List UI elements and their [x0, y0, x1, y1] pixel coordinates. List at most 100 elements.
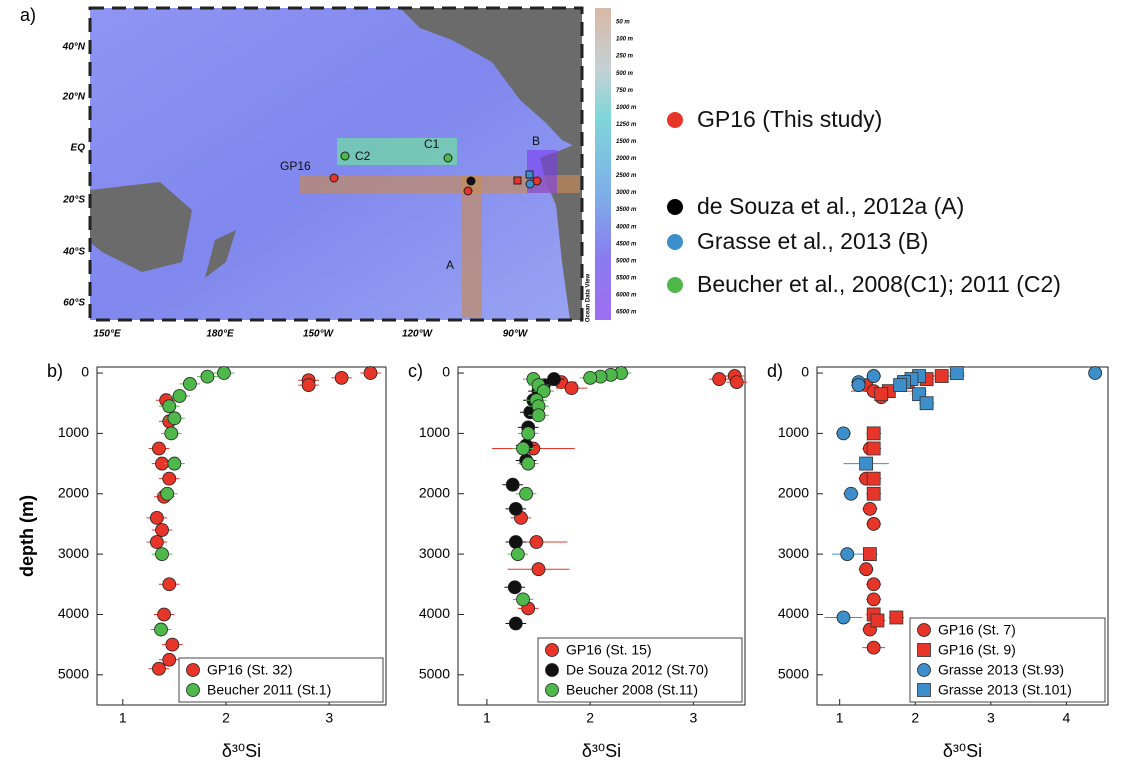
colorbar-label: 4000 m — [615, 224, 637, 230]
colorbar-label: 5000 m — [616, 258, 637, 264]
colorbar-label: 1250 m — [616, 122, 637, 128]
credit: Ocean Data View — [586, 274, 592, 323]
data-point — [867, 487, 880, 500]
data-point — [530, 536, 543, 549]
colorbar — [595, 8, 611, 320]
x-tick-label: 1 — [483, 710, 491, 726]
data-point — [173, 389, 186, 402]
y-tick-label: 1000 — [58, 424, 89, 440]
colorbar-label: 6500 m — [616, 310, 637, 316]
data-point — [161, 487, 174, 500]
x-tick-label: 1 — [119, 710, 127, 726]
y-tick-label: 2000 — [58, 484, 89, 500]
data-point — [841, 548, 854, 561]
y-tick-label: 4000 — [58, 605, 89, 621]
data-point — [509, 536, 522, 549]
station — [330, 174, 338, 182]
y-tick-label: 4000 — [778, 605, 809, 621]
data-point — [152, 442, 165, 455]
x-tick-label: 2 — [586, 710, 594, 726]
data-point — [867, 517, 880, 530]
x-axis-title: δ³⁰Si — [222, 741, 261, 761]
data-point — [508, 581, 521, 594]
legend-label: de Souza et al., 2012a (A) — [697, 193, 964, 219]
data-point — [168, 412, 181, 425]
data-point — [867, 578, 880, 591]
data-point — [158, 608, 171, 621]
colorbar-label: 1000 m — [616, 105, 637, 111]
data-point — [860, 457, 873, 470]
legend-marker — [918, 624, 931, 637]
colorbar-label: 750 m — [616, 88, 634, 94]
data-point — [867, 472, 880, 485]
y-tick-label: 0 — [801, 364, 809, 380]
data-point — [713, 373, 726, 386]
colorbar-label: 3500 m — [616, 207, 637, 213]
legend-label: GP16 (St. 32) — [207, 662, 293, 678]
x-tick-label: 3 — [689, 710, 697, 726]
panel-label: b) — [47, 361, 63, 381]
legend-marker — [546, 664, 559, 677]
data-point — [163, 578, 176, 591]
lon-label: 180°E — [206, 329, 234, 340]
station — [467, 177, 476, 186]
x-tick-label: 2 — [911, 710, 919, 726]
colorbar-label: 100 m — [616, 37, 634, 43]
data-point — [201, 370, 214, 383]
data-point — [894, 379, 907, 392]
data-point — [863, 502, 876, 515]
y-tick-label: 5000 — [778, 666, 809, 682]
y-tick-label: 1000 — [419, 424, 450, 440]
data-point — [845, 487, 858, 500]
legend-label: GP16 (St. 15) — [566, 642, 652, 658]
data-point — [217, 367, 230, 380]
lat-label: 20°S — [62, 195, 85, 206]
legend-label: GP16 (St. 9) — [938, 642, 1016, 658]
x-tick-label: 1 — [836, 710, 844, 726]
region-label: C1 — [424, 137, 440, 151]
legend-marker — [918, 644, 931, 657]
legend-marker — [667, 199, 683, 215]
y-axis-title: depth (m) — [17, 495, 37, 577]
map — [90, 8, 611, 320]
legend-label: Grasse 2013 (St.93) — [938, 662, 1064, 678]
colorbar-label: 3000 m — [616, 190, 637, 196]
y-tick-label: 2000 — [778, 484, 809, 500]
legend-marker — [667, 112, 683, 128]
station — [444, 154, 452, 162]
data-point — [165, 427, 178, 440]
data-point — [517, 593, 530, 606]
data-point — [511, 548, 524, 561]
data-point — [364, 367, 377, 380]
y-tick-label: 5000 — [58, 666, 89, 682]
lat-label: EQ — [71, 143, 86, 154]
legend-marker — [918, 664, 931, 677]
data-point — [150, 511, 163, 524]
legend-label: Beucher 2008 (St.11) — [566, 682, 698, 698]
colorbar-label: 2500 m — [615, 173, 637, 179]
data-point — [867, 370, 880, 383]
data-point — [532, 563, 545, 576]
data-point — [168, 457, 181, 470]
region-label: C2 — [355, 149, 371, 163]
region-label: A — [446, 258, 454, 272]
y-tick-label: 3000 — [419, 545, 450, 561]
data-point — [163, 653, 176, 666]
lon-label: 90°W — [503, 329, 529, 340]
data-point — [1089, 367, 1102, 380]
data-point — [163, 400, 176, 413]
data-point — [522, 427, 535, 440]
lat-label: 60°S — [63, 298, 85, 309]
station — [514, 177, 521, 184]
data-point — [867, 593, 880, 606]
lat-label: 40°S — [62, 247, 85, 258]
data-point — [852, 379, 865, 392]
legend-label: Grasse et al., 2013 (B) — [697, 228, 928, 254]
legend-label: Grasse 2013 (St.101) — [938, 682, 1072, 698]
lon-label: 150°W — [303, 329, 335, 340]
data-point — [163, 472, 176, 485]
legend-label: GP16 (This study) — [697, 106, 882, 132]
x-axis-title: δ³⁰Si — [943, 741, 982, 761]
y-tick-label: 4000 — [419, 605, 450, 621]
colorbar-label: 500 m — [616, 71, 634, 77]
